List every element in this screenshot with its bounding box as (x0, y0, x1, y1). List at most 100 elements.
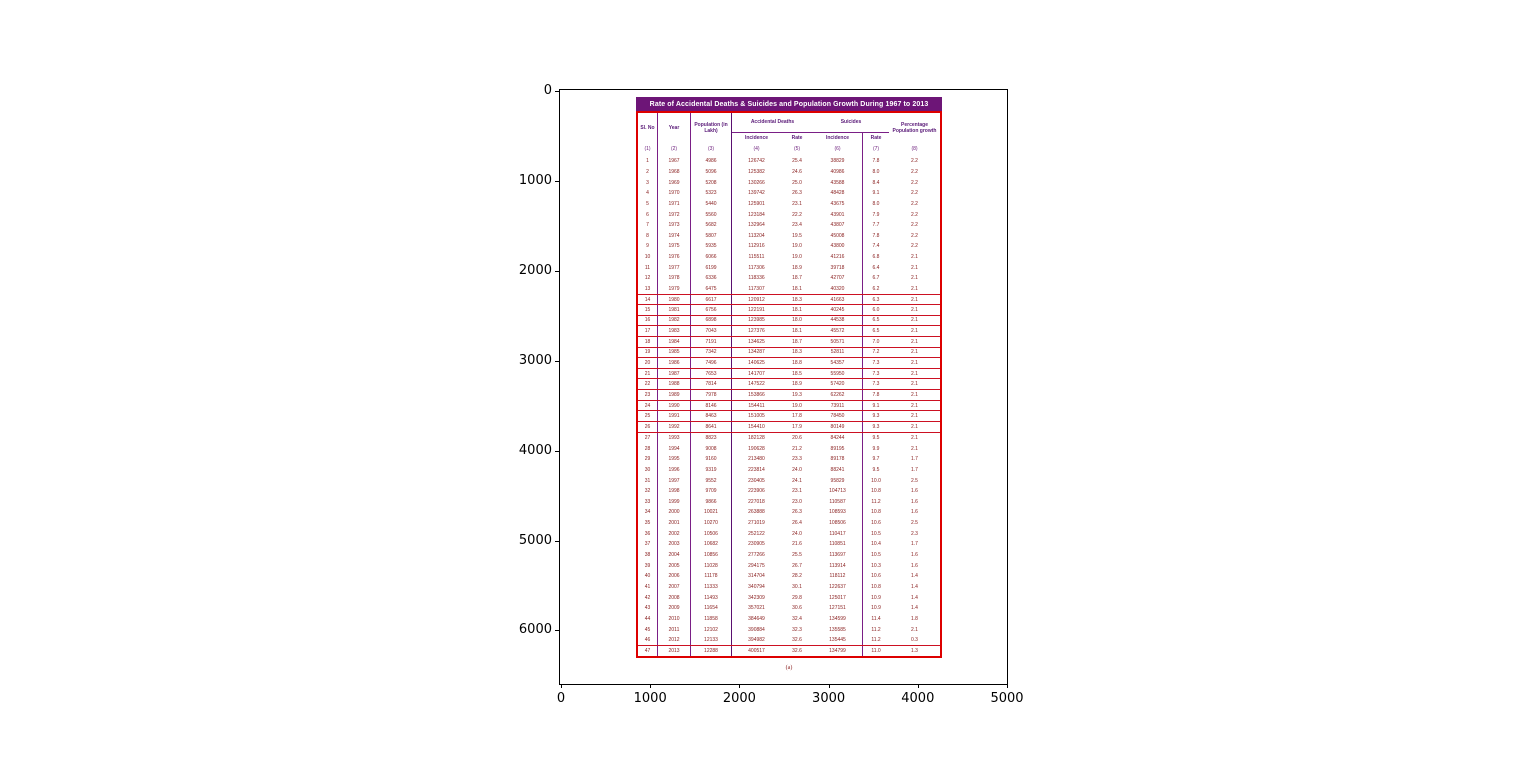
table-cell: 28 (638, 443, 658, 454)
header-sui-rate: Rate (870, 134, 882, 141)
table-cell: 25.4 (792, 158, 802, 165)
table-cell: 1983 (658, 326, 691, 336)
table-cell: 1991 (658, 411, 691, 422)
table-cell: 43675 (813, 198, 863, 210)
table-cell: 73911 (813, 400, 863, 411)
table-row: 27 1993 8823 182128 20.6 84244 9.5 2.1 (638, 432, 940, 444)
table-cell: 130266 (748, 179, 765, 186)
table-row: 8 1974 5807 113204 19.5 45008 7.8 2.2 (638, 230, 940, 242)
table-cell: 9.5 (872, 466, 880, 473)
table-cell: 12102 (691, 624, 732, 635)
table-cell: 31 (638, 475, 658, 486)
table-cell: 1975 (658, 241, 691, 252)
table-cell: 8823 (691, 432, 732, 444)
table-cell: 2.1 (911, 423, 918, 430)
table-cell: 1976 (658, 251, 691, 263)
table-cell: 2000 (658, 507, 691, 518)
table-cell: 6.4 (872, 264, 880, 271)
table-cell: 1980 (658, 295, 691, 304)
table-cell: 46 (638, 634, 658, 646)
table-cell: 10.5 (871, 552, 881, 559)
table-cell: 118112 (813, 570, 863, 582)
table-cell: 117307 (748, 286, 765, 292)
table-cell: 6.5 (872, 317, 880, 324)
table-cell: 17.8 (792, 413, 802, 420)
table-row: 13 1979 6475 117307 18.1 40320 6.2 2.1 (638, 283, 940, 295)
table-cell: 12133 (691, 634, 732, 646)
table-row: 15 1981 6756 122191 18.1 40245 6.0 2.1 (638, 304, 940, 316)
table-cell: 2002 (658, 528, 691, 540)
table-cell: 17.9 (792, 423, 802, 430)
table-row: 38 2004 10856 277266 25.5 113697 10.5 1.6 (638, 549, 940, 561)
table-cell: 17 (638, 326, 658, 336)
table-row: 45 2011 12102 390884 32.3 135585 11.2 2.1 (638, 624, 940, 635)
table-cell: 2.1 (911, 413, 918, 420)
table-cell: 252122 (748, 530, 765, 537)
table-cell: 18.8 (792, 359, 802, 366)
table-cell: 50571 (813, 336, 863, 347)
table-cell: 108593 (813, 507, 863, 518)
header-col-number: (1) (638, 144, 658, 156)
table-cell: 6.8 (872, 254, 880, 261)
table-row: 1 1967 4986 126742 25.4 38829 7.8 2.2 (638, 156, 940, 167)
table-cell: 9.3 (872, 423, 880, 430)
table-cell: 1.4 (911, 605, 918, 612)
table-cell: 2.2 (911, 158, 918, 165)
table-cell: 5208 (691, 177, 732, 188)
header-population: Population (in Lakh) (691, 113, 732, 144)
table-cell: 10 (638, 251, 658, 263)
table-cell: 134799 (813, 646, 863, 657)
table-cell: 10.0 (871, 477, 881, 484)
table-cell: 6898 (691, 315, 732, 326)
table-cell: 135585 (813, 624, 863, 635)
table-row: 37 2003 10682 230905 21.6 110851 10.4 1.7 (638, 539, 940, 550)
table-cell: 80149 (813, 422, 863, 432)
table-cell: 1994 (658, 443, 691, 454)
table-cell: 38829 (813, 156, 863, 167)
table-cell: 30 (638, 464, 658, 476)
table-cell: 32.3 (792, 626, 802, 633)
header-growth: Percentage Population growth (892, 121, 937, 134)
table-cell: 32.4 (792, 615, 802, 622)
table-cell: 6336 (691, 273, 732, 284)
table-cell: 18 (638, 336, 658, 347)
header-col-number: (5) (793, 146, 801, 153)
table-cell: 1978 (658, 273, 691, 284)
table-cell: 11858 (691, 613, 732, 625)
table-cell: 23.3 (792, 456, 802, 463)
table-cell: 7.7 (872, 222, 880, 229)
table-cell: 16 (638, 315, 658, 326)
table-cell: 20.6 (792, 434, 802, 441)
table-cell: 223814 (748, 466, 765, 473)
table-cell: 9.1 (872, 402, 880, 409)
table-cell: 9319 (691, 464, 732, 476)
table-cell: 30.6 (792, 605, 802, 612)
table-cell: 6.2 (872, 286, 880, 292)
table-cell: 10.9 (871, 594, 881, 601)
table-cell: 40 (638, 570, 658, 582)
table-cell: 18.9 (792, 381, 802, 388)
table-cell: 1985 (658, 347, 691, 358)
table-cell: 2001 (658, 517, 691, 529)
table-cell: 1996 (658, 464, 691, 476)
table-cell: 135445 (813, 634, 863, 646)
table-cell: 11 (638, 262, 658, 274)
table-cell: 2.2 (911, 190, 918, 197)
table-cell: 18.1 (792, 306, 802, 313)
table-cell: 44 (638, 613, 658, 625)
table-cell: 153866 (748, 391, 765, 398)
table-cell: 2010 (658, 613, 691, 625)
table-cell: 6.0 (872, 306, 880, 313)
table-cell: 40245 (813, 304, 863, 315)
table-cell: 32 (638, 485, 658, 497)
table-cell: 43901 (813, 209, 863, 220)
table-cell: 6.7 (872, 275, 880, 282)
table-cell: 47 (638, 646, 658, 657)
table-cell: 34 (638, 507, 658, 518)
table-cell: 118336 (748, 275, 765, 282)
table-cell: 2.1 (911, 306, 918, 313)
table-cell: 1.6 (911, 498, 918, 505)
y-tick-label: 5000 (518, 532, 552, 548)
table-cell: 8.0 (872, 200, 880, 207)
table-cell: 127376 (748, 328, 765, 335)
